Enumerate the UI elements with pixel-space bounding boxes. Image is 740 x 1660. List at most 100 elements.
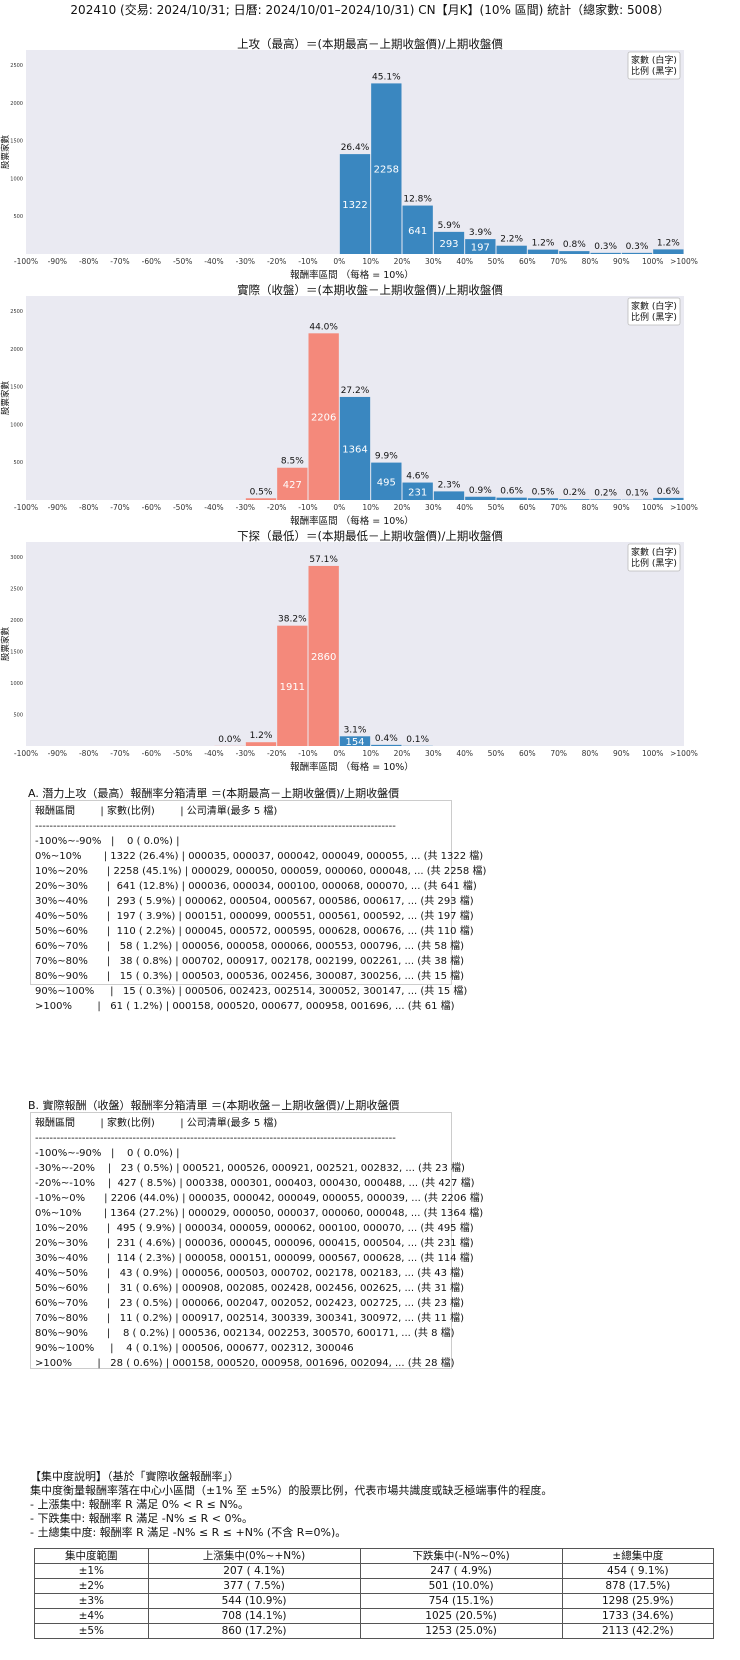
x-tick-label: -100% [14, 503, 38, 512]
x-tick-label: 40% [456, 257, 473, 266]
bar-percent-label: 0.2% [594, 488, 617, 498]
bar-percent-label: 3.1% [344, 725, 367, 735]
bar-percent-label: 0.5% [532, 487, 555, 497]
table-cell: 860 (17.2%) [147, 1623, 361, 1639]
column-header: 下跌集中(-N%~0%) [359, 1548, 563, 1564]
table-cell: 1025 (20.5%) [359, 1608, 563, 1624]
table-a-divider: ----------------------------------------… [35, 821, 396, 832]
y-tick-label: 1000 [10, 176, 23, 182]
x-tick-label: -60% [142, 503, 161, 512]
x-tick-label: 100% [642, 749, 663, 758]
table-row: 80%~90% | 15 ( 0.3%) | 000503, 000536, 0… [35, 971, 465, 982]
bar-percent-label: 44.0% [309, 322, 338, 332]
x-tick-label: 20% [394, 257, 411, 266]
table-cell: 501 (10.0%) [359, 1578, 563, 1594]
bar-count-label: 231 [408, 487, 427, 498]
table-cell: 544 (10.9%) [147, 1593, 361, 1609]
x-tick-label: >100% [670, 257, 698, 266]
x-tick-label: -30% [236, 749, 255, 758]
x-tick-label: 0% [333, 503, 345, 512]
y-tick-label: 500 [13, 460, 23, 466]
bar-count-label: 2860 [311, 652, 336, 663]
table-cell: 754 (15.1%) [359, 1593, 563, 1609]
x-tick-label: 30% [425, 749, 442, 758]
histogram-bar [277, 467, 308, 500]
table-cell: 708 (14.1%) [147, 1608, 361, 1624]
bar-percent-label: 0.9% [469, 486, 492, 496]
x-tick-label: -30% [236, 503, 255, 512]
histogram-bar [527, 249, 559, 254]
x-tick-label: 90% [613, 749, 630, 758]
x-tick-label: -40% [204, 257, 223, 266]
legend-box [627, 51, 681, 80]
x-axis-label: 報酬率區間 （每格 = 10%） [290, 515, 414, 527]
x-tick-label: -40% [204, 503, 223, 512]
table-b-title: B. 實際報酬（收盤）報酬率分箱清單 ＝(本期收盤－上期收盤價)/上期收盤價 [28, 1099, 400, 1112]
bar-count-label: 427 [283, 480, 302, 491]
histogram-bar [371, 462, 402, 500]
x-tick-label: -90% [48, 257, 67, 266]
table-a: 報酬區間 | 家數(比例) | 公司清單(最多 5 檔) -----------… [30, 800, 487, 1012]
y-axis-label: 股票家數 [0, 627, 11, 662]
table-row: 30%~40% | 114 ( 2.3%) | 000058, 000151, … [35, 1253, 474, 1264]
x-tick-label: -10% [298, 503, 317, 512]
bar-count-label: 2258 [374, 165, 399, 176]
table-row: ±4% 708 (14.1%) 1025 (20.5%) 1733 (34.6%) [34, 1608, 715, 1624]
concentration-line: 【集中度說明】（基於「實際收盤報酬率」） [30, 1470, 239, 1483]
x-tick-label: 50% [488, 503, 505, 512]
concentration-table-header: 集中度範圍 上漲集中(0%~+N%) 下跌集中(-N%~0%) ±總集中度 [34, 1548, 715, 1564]
bar-percent-label: 3.9% [469, 228, 492, 238]
concentration-table: 集中度範圍 上漲集中(0%~+N%) 下跌集中(-N%~0%) ±總集中度 ±1… [34, 1548, 715, 1639]
histogram-bar [339, 154, 371, 254]
bar-percent-label: 0.6% [657, 487, 680, 497]
bar-percent-label: 0.4% [375, 734, 398, 744]
table-a-title: A. 潛力上攻（最高）報酬率分箱清單 ＝(本期最高－上期收盤價)/上期收盤價 [28, 787, 400, 800]
x-tick-label: >100% [670, 749, 698, 758]
legend-entry: 比例 (黑字) [631, 557, 677, 569]
bar-count-label: 293 [439, 239, 458, 250]
concentration-line: - 土總集中度: 報酬率 R 滿足 -N% ≤ R ≤ +N% (不含 R=0%… [30, 1526, 347, 1539]
bar-percent-label: 0.3% [594, 242, 617, 252]
histogram-bar [621, 252, 653, 254]
x-tick-label: -80% [79, 257, 98, 266]
y-tick-label: 2500 [10, 587, 23, 593]
bar-percent-label: 0.6% [500, 487, 523, 497]
table-row: 10%~20% | 2258 (45.1%) | 000029, 000050,… [35, 866, 487, 877]
bar-percent-label: 38.2% [278, 615, 307, 625]
table-row: 70%~80% | 38 ( 0.8%) | 000702, 000917, 0… [35, 956, 465, 967]
table-row: ±5% 860 (17.2%) 1253 (25.0%) 2113 (42.2%) [34, 1623, 715, 1639]
bar-count-label: 495 [377, 477, 396, 488]
concentration-notes: 【集中度說明】（基於「實際收盤報酬率」） 集中度衡量報酬率落在中心小區間（±1%… [30, 1470, 710, 1540]
bar-count-label: 1364 [342, 444, 367, 455]
table-row: >100% | 28 ( 0.6%) | 000158, 000520, 000… [35, 1358, 455, 1369]
table-row: >100% | 61 ( 1.2%) | 000158, 000520, 000… [35, 1001, 455, 1012]
y-tick-label: 2000 [10, 618, 23, 624]
report-header: 202410 (交易: 2024/10/31; 日曆: 2024/10/01–2… [70, 3, 670, 17]
y-tick-label: 2500 [10, 63, 23, 69]
x-axis-label: 報酬率區間 （每格 = 10%） [290, 761, 414, 773]
x-tick-label: 40% [456, 749, 473, 758]
bar-percent-label: 9.9% [375, 452, 398, 462]
table-row: 0%~10% | 1364 (27.2%) | 000029, 000050, … [35, 1208, 484, 1219]
histogram-bar [653, 497, 684, 500]
y-tick-label: 2000 [10, 101, 23, 107]
table-row: 50%~60% | 110 ( 2.2%) | 000045, 000572, … [35, 926, 474, 937]
x-tick-label: 50% [488, 257, 505, 266]
histogram-bar [245, 498, 277, 500]
x-tick-label: 70% [550, 257, 567, 266]
histogram-bar [527, 498, 559, 500]
table-b-header: 報酬區間 | 家數(比例) | 公司清單(最多 5 檔) [35, 1118, 278, 1129]
x-tick-label: 0% [333, 749, 345, 758]
x-tick-label: 30% [425, 503, 442, 512]
concentration-line: - 上漲集中: 報酬率 R 滿足 0% < R ≤ N%。 [30, 1498, 249, 1511]
histogram-bar [402, 482, 433, 500]
table-row: -20%~-10% | 427 ( 8.5%) | 000338, 000301… [35, 1178, 475, 1189]
legend-entry: 家數 (白字) [631, 300, 677, 312]
table-row: 30%~40% | 293 ( 5.9%) | 000062, 000504, … [35, 896, 474, 907]
table-row: -10%~0% | 2206 (44.0%) | 000035, 000042,… [35, 1193, 484, 1204]
bar-percent-label: 27.2% [341, 386, 370, 396]
x-tick-label: -50% [173, 257, 192, 266]
x-tick-label: -80% [79, 503, 98, 512]
x-tick-label: 50% [488, 749, 505, 758]
y-tick-label: 1000 [10, 681, 23, 687]
